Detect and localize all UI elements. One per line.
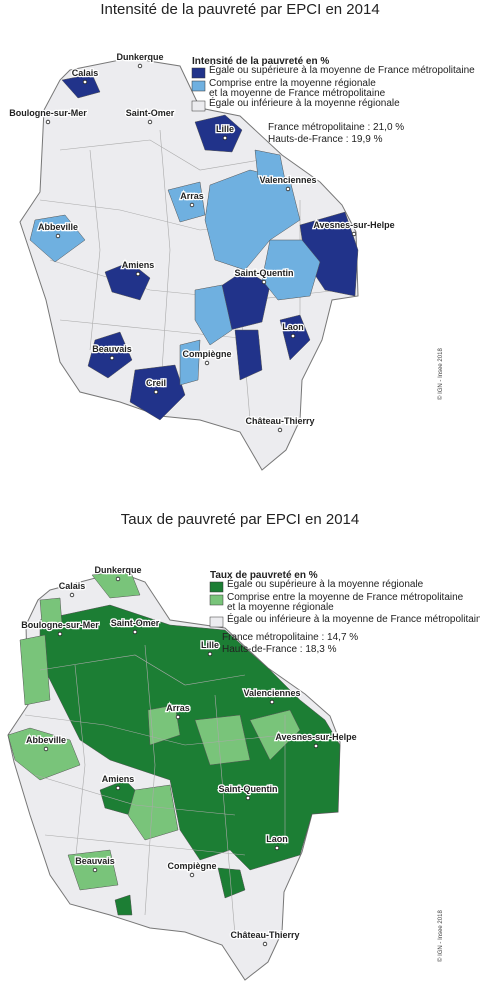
credit: © IGN - Insee 2018	[437, 348, 444, 400]
city-dot	[153, 389, 159, 395]
city-dot	[57, 631, 63, 637]
city-label: Lille	[201, 640, 219, 650]
legend: Intensité de la pauvreté en % Égale ou s…	[191, 56, 475, 112]
city-dot	[313, 743, 319, 749]
legend-title: Intensité de la pauvreté en %	[192, 56, 329, 67]
legend-label: Égale ou supérieure à la moyenne régiona…	[227, 577, 424, 590]
city-label: Château-Thierry	[230, 930, 299, 940]
reference-value: France métropolitaine : 21,0 %	[268, 122, 404, 133]
city-label: Compiègne	[182, 349, 231, 359]
city-dot	[351, 231, 357, 237]
epci-borders	[24, 644, 286, 936]
legend-label: et la moyenne régionale	[227, 602, 334, 613]
city-dot	[69, 592, 75, 598]
legend-swatch	[191, 67, 206, 79]
city-label: Valenciennes	[243, 688, 300, 698]
legend-swatch	[209, 581, 224, 593]
city-dot	[269, 699, 275, 705]
city-dot	[204, 360, 210, 366]
city-label: Amiens	[102, 774, 135, 784]
city-dot	[189, 872, 195, 878]
city-label: Boulogne-sur-Mer	[21, 620, 99, 630]
city-dot	[109, 355, 115, 361]
city-label: Beauvais	[92, 344, 132, 354]
city-dot	[261, 279, 267, 285]
legend-label: Comprise entre la moyenne régionale	[209, 78, 376, 89]
city-label: Valenciennes	[259, 175, 316, 185]
map-1: Intensité de la pauvreté par EPCI en 201…	[8, 1, 475, 471]
city-label: Château-Thierry	[245, 416, 314, 426]
legend-label: Égale ou inférieure à la moyenne de Fran…	[227, 612, 480, 625]
map-title: Intensité de la pauvreté par EPCI en 201…	[100, 1, 379, 18]
city-dot	[132, 629, 138, 635]
city-dot	[222, 135, 228, 141]
city-dot	[207, 651, 213, 657]
legend: Taux de pauvreté en % Égale ou supérieur…	[209, 570, 480, 628]
city-label: Laon	[266, 834, 288, 844]
city-label: Arras	[166, 703, 190, 713]
legend-title: Taux de pauvreté en %	[210, 570, 318, 581]
city-label: Arras	[180, 191, 204, 201]
legend-swatch	[191, 100, 206, 112]
city-label: Avesnes-sur-Helpe	[313, 220, 394, 230]
city-dot	[290, 333, 296, 339]
legend-label: Comprise entre la moyenne de France métr…	[227, 592, 464, 603]
legend-label: et la moyenne de France métropolitaine	[209, 88, 386, 99]
city-dot	[55, 233, 61, 239]
light-areas	[29, 149, 321, 386]
city-label: Saint-Quentin	[235, 268, 294, 278]
city-label: Amiens	[122, 260, 155, 270]
city-label: Calais	[59, 581, 86, 591]
city-dot	[43, 746, 49, 752]
city-dot	[82, 79, 88, 85]
legend-label: Égale ou supérieure à la moyenne de Fran…	[209, 63, 475, 76]
city-label: Compiègne	[167, 861, 216, 871]
city-label: Lille	[216, 124, 234, 134]
legend-swatch	[191, 80, 206, 92]
city-dot	[274, 845, 280, 851]
city-label: Creil	[146, 378, 166, 388]
city-label: Abbeville	[26, 735, 66, 745]
city-dot	[262, 941, 268, 947]
city-label: Saint-Quentin	[219, 784, 278, 794]
credit: © IGN - Insee 2018	[437, 910, 444, 962]
city-dot	[115, 785, 121, 791]
legend-swatch	[209, 616, 224, 628]
city-dot	[115, 576, 121, 582]
city-label: Dunkerque	[116, 52, 163, 62]
city-label: Abbeville	[38, 222, 78, 232]
city-label: Beauvais	[75, 856, 115, 866]
city-dot	[277, 427, 283, 433]
city-label: Laon	[282, 322, 304, 332]
city-label: Saint-Omer	[126, 108, 175, 118]
reference-value: Hauts-de-France : 18,3 %	[222, 644, 337, 655]
light-green-areas	[7, 569, 301, 891]
legend-label: Égale ou inférieure à la moyenne régiona…	[209, 96, 400, 109]
city-dot	[245, 795, 251, 801]
reference-value: France métropolitaine : 14,7 %	[222, 632, 358, 643]
city-label: Avesnes-sur-Helpe	[275, 732, 356, 742]
map-title: Taux de pauvreté par EPCI en 2014	[121, 511, 360, 528]
city-label: Calais	[72, 68, 99, 78]
city-label: Dunkerque	[94, 565, 141, 575]
city-dot	[135, 271, 141, 277]
city-dot	[137, 63, 143, 69]
city-dot	[175, 714, 181, 720]
city-label: Boulogne-sur-Mer	[9, 108, 87, 118]
city-label: Saint-Omer	[111, 618, 160, 628]
city-dot	[45, 119, 51, 125]
city-dot	[92, 867, 98, 873]
city-dot	[147, 119, 153, 125]
city-dot	[189, 202, 195, 208]
city-dot	[285, 186, 291, 192]
legend-swatch	[209, 594, 224, 606]
map-2: Taux de pauvreté par EPCI en 2014 Taux d…	[7, 511, 480, 981]
reference-value: Hauts-de-France : 19,9 %	[268, 134, 383, 145]
